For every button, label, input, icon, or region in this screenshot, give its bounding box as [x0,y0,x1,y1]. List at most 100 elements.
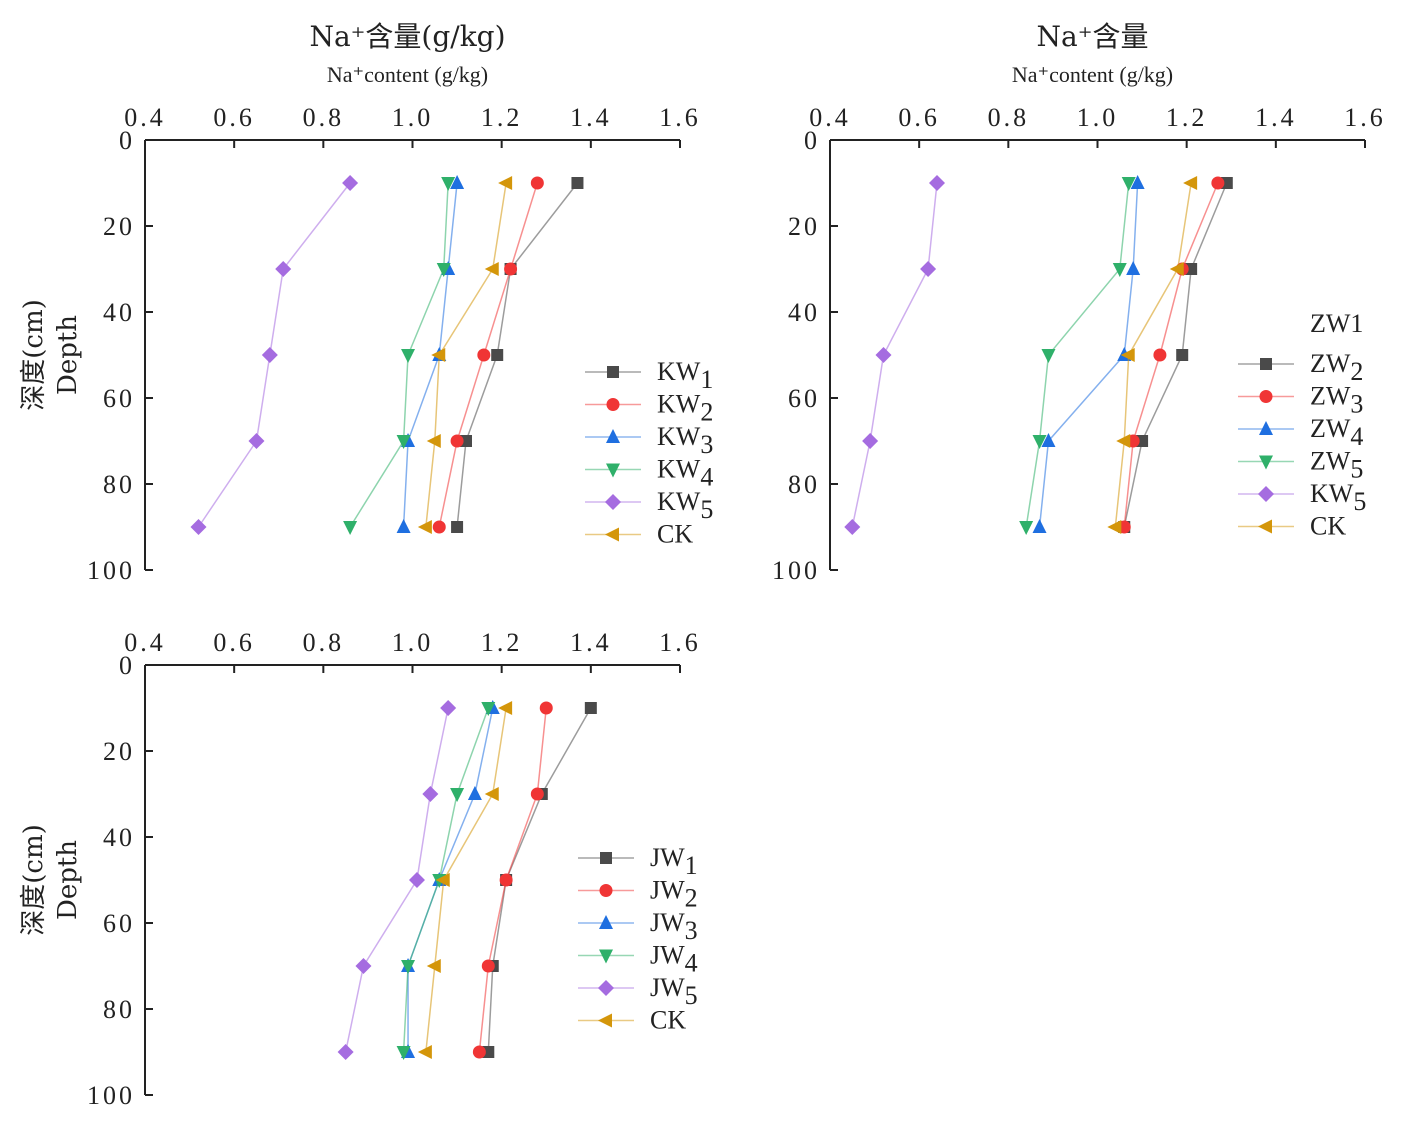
x-tick-label: 0.6 [213,628,255,657]
x-tick-label: 1.2 [481,103,523,132]
legend-marker-square [607,366,619,378]
data-point [1211,176,1225,190]
x-tick-label: 1.4 [1255,103,1297,132]
y-tick-label: 60 [103,909,135,938]
x-tick-label: 0.4 [809,103,851,132]
data-point [498,176,513,190]
series-line [1025,182,1130,528]
legend-label: ZW3 [1310,382,1363,419]
legend-label: CK [657,520,693,549]
y-tick-label: 100 [87,1081,135,1110]
legend-label: KW3 [657,422,713,459]
data-point [396,435,411,449]
y-tick-label: 20 [103,212,135,241]
subplot-2: 0.4 0.6 0.8 1.0 1.2 1.4 1.6 0 20 40 60 80 100 Na⁺含量 Na… [772,20,1386,585]
series-kw5 [844,175,945,535]
series-jw2 [472,701,553,1059]
chart-subtitle: Na⁺content (g/kg) [1012,62,1173,87]
y-tick-label: 80 [103,995,135,1024]
series-ck [1107,176,1198,534]
data-point [1169,262,1184,276]
data-point [1041,349,1056,363]
y-tick-label: 60 [103,384,135,413]
legend-label: KW2 [657,390,713,427]
x-tick-label: 0.8 [303,628,345,657]
series-kw4 [343,177,456,535]
data-point [355,958,372,974]
legend-item-jw2: JW2 [578,876,698,913]
series-ck [417,701,513,1059]
data-point [1130,175,1145,189]
data-point [401,349,416,363]
data-point [481,959,495,973]
y-axis-label: 深度(cm) [19,299,49,411]
series-line [344,707,449,1053]
legend-marker-diamond [605,494,621,510]
legend-item-jw4: JW4 [578,941,698,978]
data-point [1120,348,1135,362]
x-tick-label: 0.8 [303,103,345,132]
data-point [530,787,544,801]
y-tick-label: 0 [119,126,135,155]
y-axis-label-en: Depth [53,315,83,395]
y-axis-label-en: Depth [53,840,83,920]
series-line [851,182,938,528]
legend-label: KW5 [657,487,713,524]
chart-title: Na⁺含量(g/kg) [309,20,505,53]
series-line [1123,182,1228,528]
x-tick-label: 1.2 [481,628,523,657]
data-point [1126,261,1141,275]
data-point [477,348,491,362]
x-tick-label: 1.0 [392,103,434,132]
legend-label: KW5 [1310,479,1366,516]
legend-item-zw2: ZW2 [1238,349,1363,386]
x-tick-label: 0.8 [988,103,1030,132]
x-tick-label: 1.6 [1344,103,1386,132]
legend-marker-triangle-up [599,915,613,929]
legend-marker-diamond [598,980,614,996]
data-point [530,176,544,190]
x-tick-label: 1.2 [1166,103,1208,132]
legend-label: ZW2 [1310,349,1363,386]
data-point [1041,433,1056,447]
data-point [484,262,499,276]
y-tick-label: 20 [788,212,820,241]
data-point [450,788,465,802]
x-tick-label: 1.0 [1077,103,1119,132]
data-point [432,520,446,534]
legend-label: ZW4 [1310,414,1363,451]
data-point [408,872,425,888]
data-point [435,873,450,887]
y-tick-label: 100 [772,556,820,585]
data-point [1153,348,1167,362]
data-point [401,960,416,974]
legend-label: JW1 [650,843,698,880]
data-point [1176,349,1189,361]
data-point [441,177,456,191]
data-point [499,873,513,887]
legend-marker-circle [1259,390,1273,403]
x-tick-label: 1.4 [570,628,612,657]
subplot-1: 0.4 0.6 0.8 1.0 1.2 1.4 1.6 0 20 40 60 80 100 Na⁺含量(g… [19,20,713,585]
legend-marker-circle [606,398,620,411]
legend-item-kw1: KW1 [585,357,713,394]
legend-marker-triangle-up [1259,421,1273,435]
legend-label: JW2 [650,876,698,913]
series-kw2 [432,176,544,534]
data-point [862,433,879,449]
data-point [436,263,451,277]
legend-item-zw3: ZW3 [1238,382,1363,419]
legend-item-ck: CK [578,1006,686,1035]
legend-marker-triangle-down [606,463,620,478]
data-point [261,347,278,363]
data-point [584,702,597,714]
x-tick-label: 0.4 [124,103,166,132]
y-tick-label: 40 [103,298,135,327]
legend-label: KW4 [657,455,713,492]
data-point [482,1046,495,1058]
data-point [844,519,861,535]
legend-item-jw1: JW1 [578,843,698,880]
data-point [431,348,446,362]
legend-label: JW5 [650,973,698,1010]
